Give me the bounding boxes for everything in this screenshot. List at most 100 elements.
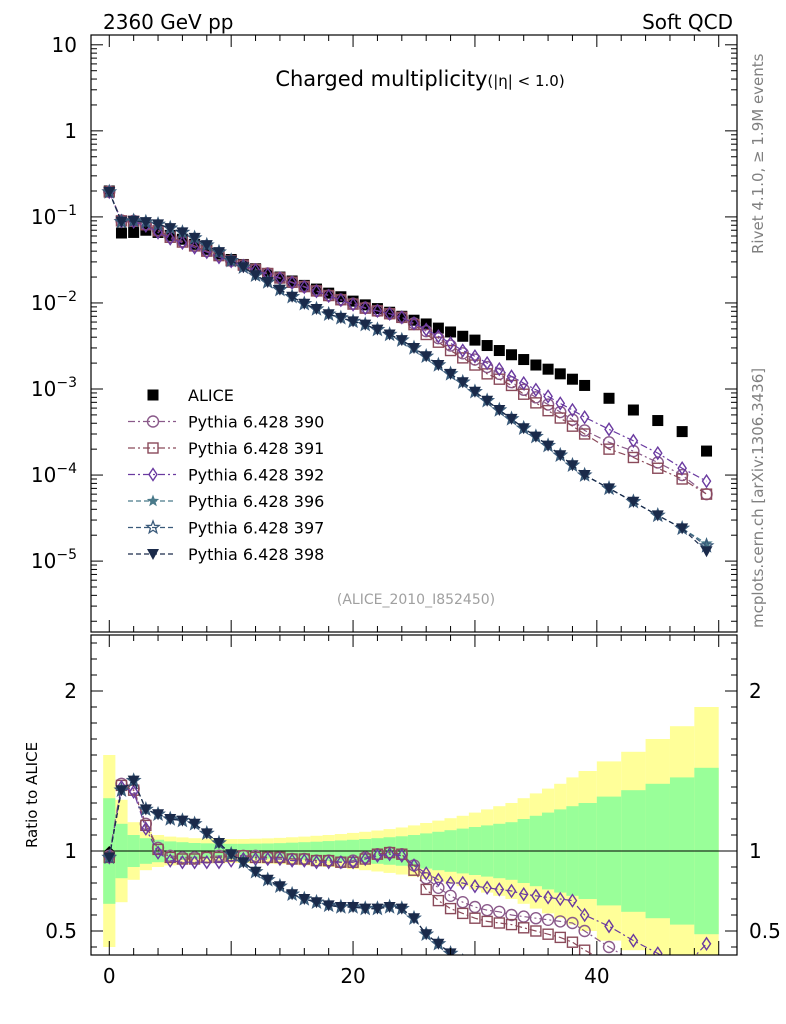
data-point <box>652 415 664 427</box>
data-point <box>274 271 286 283</box>
data-point <box>677 460 687 476</box>
data-point <box>652 946 663 955</box>
data-point <box>146 415 160 428</box>
x-tick-labels: 0 20 40 <box>103 964 610 988</box>
data-point <box>578 944 591 955</box>
data-point <box>566 413 579 426</box>
ratio-y-tick-label-right: 2 <box>749 679 762 703</box>
data-point <box>603 392 615 404</box>
data-point <box>676 523 689 535</box>
side-label-bottom: mcplots.cern.ch [arXiv:1306.3436] <box>749 368 767 628</box>
data-point <box>323 287 335 299</box>
data-point <box>457 330 469 342</box>
data-point <box>103 852 116 864</box>
data-point <box>396 310 408 322</box>
data-point <box>604 422 614 437</box>
data-point <box>566 420 579 432</box>
series-line <box>108 191 707 482</box>
data-point <box>153 845 163 860</box>
data-point <box>627 990 639 1002</box>
data-point <box>445 875 456 891</box>
data-point <box>273 284 286 296</box>
data-point <box>494 882 505 897</box>
analysis-watermark: (ALICE_2010_I852450) <box>337 592 495 608</box>
data-point <box>347 316 360 328</box>
data-point <box>462 953 464 955</box>
data-point <box>433 872 444 888</box>
data-point <box>249 866 262 878</box>
data-point <box>139 804 152 816</box>
data-point <box>578 924 591 938</box>
data-point <box>384 306 396 318</box>
legend: ALICE Pythia 6.428 390 Pythia 6.428 391 Pyt… <box>128 386 324 564</box>
data-point <box>298 279 310 291</box>
data-point <box>469 912 481 924</box>
data-point <box>469 359 481 371</box>
data-point <box>481 968 493 980</box>
data-point <box>456 896 469 909</box>
legend-item: Pythia 6.428 392 <box>128 466 324 485</box>
data-point <box>700 487 713 501</box>
data-point <box>700 546 713 558</box>
data-point <box>360 851 371 867</box>
data-point <box>164 223 177 235</box>
data-point <box>518 979 530 991</box>
data-point <box>444 902 457 915</box>
data-point <box>359 299 371 311</box>
data-point <box>371 324 384 336</box>
data-point <box>432 894 445 907</box>
data-point <box>444 889 457 902</box>
data-point <box>567 402 578 418</box>
data-point <box>518 375 529 391</box>
data-point <box>506 883 517 899</box>
data-point <box>627 404 639 416</box>
data-point <box>456 377 469 389</box>
data-point <box>145 519 161 535</box>
data-point <box>348 854 358 870</box>
data-point <box>177 854 188 870</box>
data-point <box>189 854 200 870</box>
chart-title-main: Charged multiplicity <box>275 67 487 91</box>
data-point <box>408 342 420 354</box>
data-point <box>299 279 310 295</box>
data-point <box>700 488 713 500</box>
data-point <box>652 445 663 461</box>
ratio-panel: 0.5 0.5 1 1 2 2 Ratio to ALICE 0 20 40 <box>23 634 781 1003</box>
data-point <box>298 894 311 905</box>
data-point <box>578 470 591 482</box>
data-point <box>275 851 285 867</box>
data-point <box>627 992 639 1003</box>
data-point <box>433 329 444 344</box>
data-point <box>493 973 505 985</box>
data-point <box>336 292 346 308</box>
data-point <box>566 373 578 385</box>
data-point <box>371 303 383 315</box>
data-point <box>103 186 116 198</box>
data-point <box>298 298 311 310</box>
data-point <box>505 379 518 392</box>
data-point <box>627 990 639 1002</box>
data-point <box>310 283 322 295</box>
legend-label: Pythia 6.428 396 <box>188 492 324 511</box>
data-point <box>469 963 481 975</box>
series-pythia-6-428-398 <box>103 186 713 558</box>
data-point <box>188 232 201 244</box>
data-point <box>566 989 578 1001</box>
data-point <box>579 992 591 1003</box>
data-point <box>677 978 688 989</box>
data-point <box>517 910 530 923</box>
data-point <box>700 537 713 549</box>
data-point <box>701 445 713 457</box>
data-point <box>409 858 419 873</box>
data-point <box>701 473 712 489</box>
data-point <box>542 440 555 452</box>
data-point <box>529 431 542 443</box>
data-point <box>176 233 188 245</box>
data-point <box>604 918 614 934</box>
data-point <box>115 227 127 239</box>
ratio-series-pythia-6-428-398 <box>103 775 639 1003</box>
data-point <box>237 262 250 274</box>
data-point <box>701 936 712 952</box>
